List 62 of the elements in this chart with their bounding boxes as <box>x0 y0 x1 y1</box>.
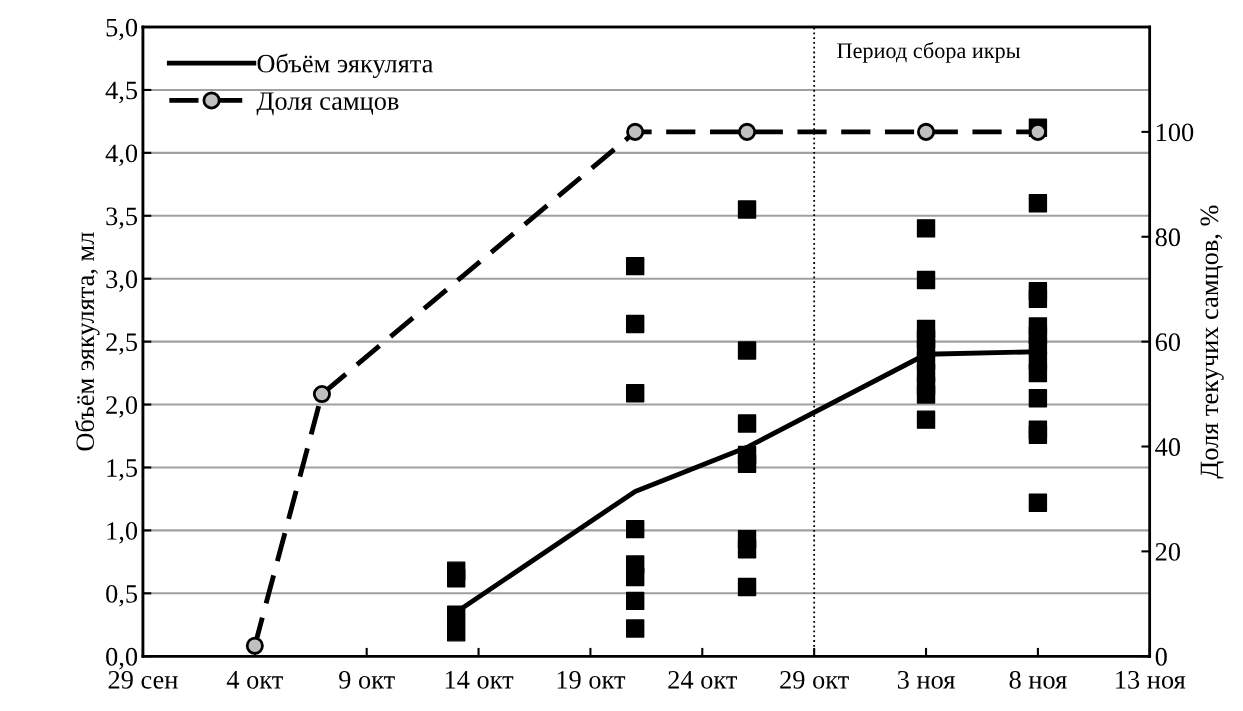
point <box>916 385 936 404</box>
point <box>737 414 757 433</box>
point <box>625 591 645 611</box>
point <box>312 385 331 404</box>
x-tick-label: 3 ноя <box>897 670 955 689</box>
point <box>446 569 466 588</box>
point <box>917 122 936 141</box>
y-tick-label: 1,0 <box>107 522 138 544</box>
y2-tick-label: 80 <box>1155 228 1181 247</box>
legend-label: Доля самцов <box>256 92 399 116</box>
y-axis-title: Объём эякулята, мл <box>74 232 100 451</box>
y-tick-label: 3,0 <box>106 270 138 292</box>
point <box>1028 493 1048 512</box>
ref-line-label: Период сбора икры <box>837 42 1021 63</box>
point <box>625 256 645 276</box>
x-tick-label: 14 окт <box>445 671 514 689</box>
x-tick-label: 29 окт <box>780 670 849 689</box>
point <box>625 519 645 539</box>
y-tick-label: 2,5 <box>106 333 138 355</box>
x-tick-label: 8 ноя <box>1009 670 1067 689</box>
y-tick-label: 2,0 <box>106 396 138 418</box>
point <box>737 341 757 360</box>
point <box>1028 425 1048 444</box>
point <box>916 219 936 238</box>
y-tick-label: 0,0 <box>106 647 138 670</box>
point <box>737 540 757 559</box>
y-tick-label: 1,5 <box>107 459 138 481</box>
y2-tick-label: 100 <box>1156 123 1194 142</box>
point <box>738 122 757 141</box>
y2-axis-title: Доля текучих самцов, % <box>1200 205 1224 479</box>
y-tick-label: 5,0 <box>106 18 138 41</box>
point <box>626 122 645 141</box>
y2-tick-label: 0 <box>1155 647 1167 666</box>
point <box>916 270 936 290</box>
point <box>737 577 757 597</box>
x-tick-label: 29 сен <box>108 670 178 689</box>
x-tick-label: 9 окт <box>339 670 395 689</box>
point <box>737 454 757 473</box>
point <box>1028 194 1048 213</box>
point <box>1028 289 1048 309</box>
point <box>625 384 645 403</box>
point <box>1028 363 1048 383</box>
legend-label: Объём эякулята <box>257 53 434 78</box>
y-tick-label: 4,5 <box>105 81 138 104</box>
point <box>446 623 466 642</box>
x-tick-label: 4 окт <box>226 671 283 689</box>
point <box>625 314 645 334</box>
point <box>737 200 757 219</box>
y-tick-label: 4,0 <box>105 144 138 167</box>
y-tick-label: 0,5 <box>106 584 138 607</box>
y2-tick-label: 20 <box>1155 542 1181 561</box>
y2-tick-label: 60 <box>1155 333 1181 352</box>
x-tick-label: 13 ноя <box>1116 670 1186 689</box>
y2-tick-label: 40 <box>1155 438 1181 456</box>
point <box>1028 389 1048 408</box>
point <box>625 619 645 638</box>
point <box>245 636 264 655</box>
point <box>916 410 936 429</box>
y-tick-label: 3,5 <box>106 207 138 229</box>
x-tick-label: 19 окт <box>557 670 626 689</box>
point <box>625 567 645 587</box>
x-tick-label: 24 окт <box>668 670 737 689</box>
